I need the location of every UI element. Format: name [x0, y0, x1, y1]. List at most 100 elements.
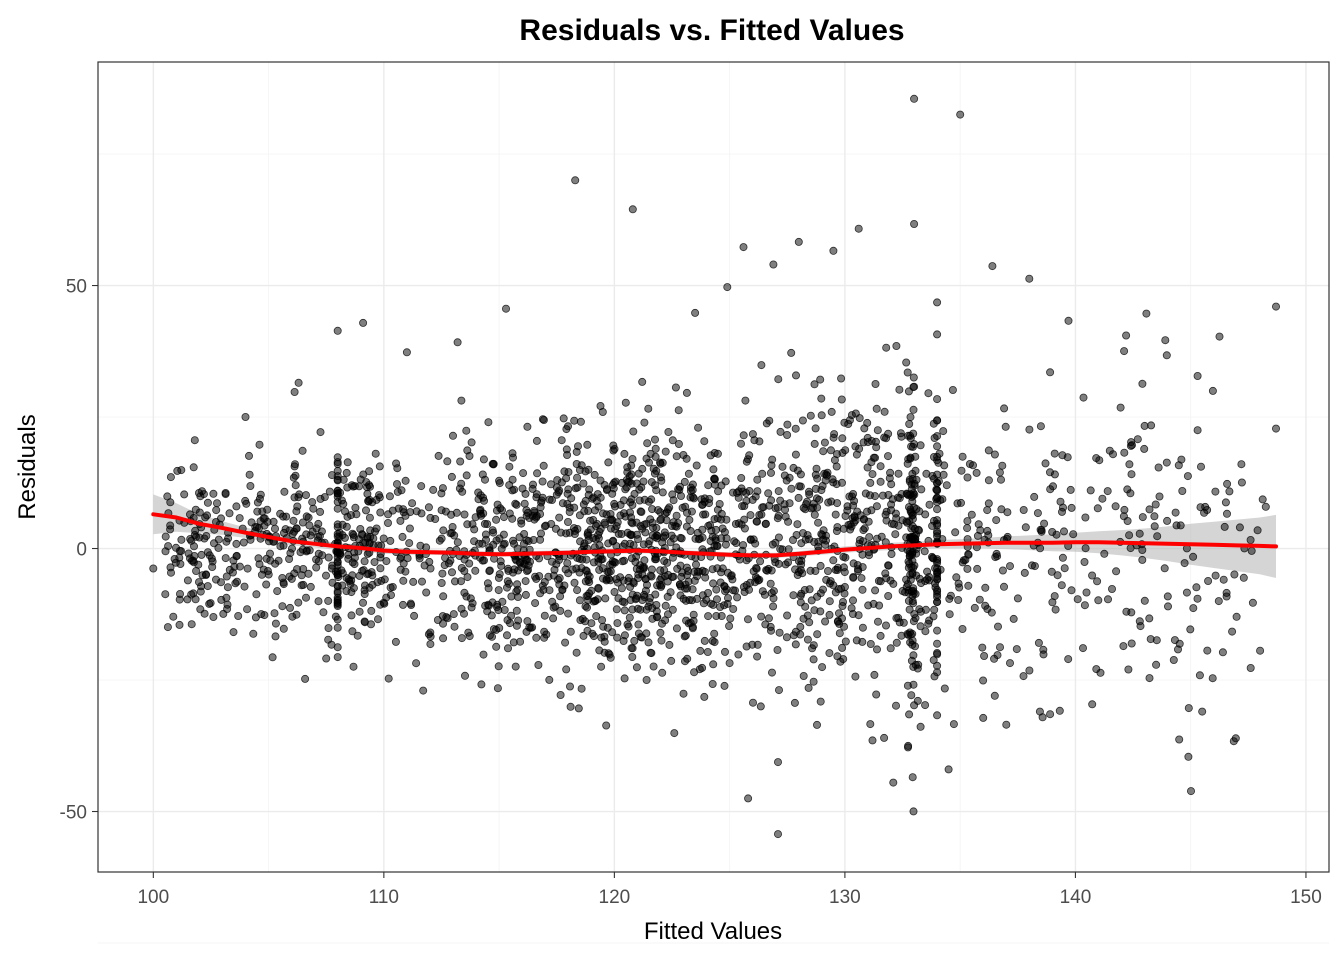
data-point: [273, 587, 282, 596]
data-point: [1223, 479, 1232, 488]
data-point: [812, 464, 821, 473]
data-point: [488, 526, 497, 535]
data-point: [892, 701, 901, 710]
data-point: [1151, 500, 1160, 509]
data-point: [348, 529, 357, 538]
data-point: [505, 462, 514, 471]
data-point: [884, 592, 893, 601]
data-point: [314, 519, 323, 528]
data-point: [1204, 577, 1213, 586]
data-point: [916, 441, 925, 450]
data-point: [333, 472, 342, 481]
data-point: [388, 506, 397, 515]
data-point: [996, 643, 1005, 652]
data-point: [817, 394, 826, 403]
data-point: [222, 572, 231, 581]
data-point: [365, 513, 374, 522]
data-point: [681, 631, 690, 640]
data-point: [626, 508, 635, 517]
data-point: [488, 598, 497, 607]
data-point: [292, 507, 301, 516]
data-point: [916, 722, 925, 731]
data-point: [366, 532, 375, 541]
data-point: [508, 568, 517, 577]
data-point: [832, 527, 841, 536]
data-point: [443, 457, 452, 466]
data-point: [627, 518, 636, 527]
data-point: [1055, 706, 1064, 715]
data-point: [285, 603, 294, 612]
data-point: [892, 638, 901, 647]
data-point: [201, 513, 210, 522]
data-point: [348, 558, 357, 567]
data-point: [532, 574, 541, 583]
data-point: [253, 498, 262, 507]
data-point: [806, 411, 815, 420]
data-point: [667, 656, 676, 665]
data-point: [925, 576, 934, 585]
data-point: [685, 515, 694, 524]
data-point: [349, 662, 358, 671]
outlier-point: [1193, 371, 1202, 380]
data-point: [895, 494, 904, 503]
data-point: [1163, 592, 1172, 601]
data-point: [628, 590, 637, 599]
data-point: [1247, 546, 1256, 555]
data-point: [903, 681, 912, 690]
smooth-line-layer: [151, 512, 1278, 558]
data-point: [239, 538, 248, 547]
data-point: [668, 553, 677, 562]
data-point: [290, 460, 299, 469]
data-point: [185, 510, 194, 519]
data-point: [426, 564, 435, 573]
data-point: [903, 368, 912, 377]
data-point: [1235, 523, 1244, 532]
data-point: [575, 596, 584, 605]
data-point: [909, 429, 918, 438]
data-point: [1116, 403, 1125, 412]
data-point: [874, 617, 883, 626]
data-point: [518, 484, 527, 493]
data-point: [921, 510, 930, 519]
data-point: [212, 499, 221, 508]
data-point: [484, 584, 493, 593]
data-point: [965, 459, 974, 468]
data-point: [1069, 530, 1078, 539]
data-point: [332, 547, 341, 556]
data-point: [184, 549, 193, 558]
data-point: [612, 542, 621, 551]
data-point: [166, 521, 175, 530]
data-point: [497, 544, 506, 553]
data-point: [882, 343, 891, 352]
data-point: [824, 498, 833, 507]
data-point: [1138, 379, 1147, 388]
data-point: [495, 570, 504, 579]
data-point: [948, 385, 957, 394]
data-point: [776, 496, 785, 505]
confidence-band: [153, 494, 1276, 578]
data-point: [183, 576, 192, 585]
data-point: [933, 395, 942, 404]
data-point: [1050, 449, 1059, 458]
data-point: [1172, 521, 1181, 530]
data-point: [448, 431, 457, 440]
data-point: [651, 533, 660, 542]
data-point: [555, 513, 564, 522]
data-point: [794, 568, 803, 577]
data-point: [1081, 513, 1090, 522]
data-point: [324, 624, 333, 633]
data-point: [972, 468, 981, 477]
data-point: [495, 476, 504, 485]
data-point: [990, 450, 999, 459]
data-point: [625, 613, 634, 622]
data-point: [187, 620, 196, 629]
data-point: [604, 568, 613, 577]
data-point: [785, 499, 794, 508]
data-point: [882, 516, 891, 525]
data-point: [1140, 596, 1149, 605]
data-point: [860, 515, 869, 524]
data-point: [340, 533, 349, 542]
data-point: [873, 645, 882, 654]
data-point: [963, 473, 972, 482]
x-tick-label: 120: [599, 887, 631, 908]
